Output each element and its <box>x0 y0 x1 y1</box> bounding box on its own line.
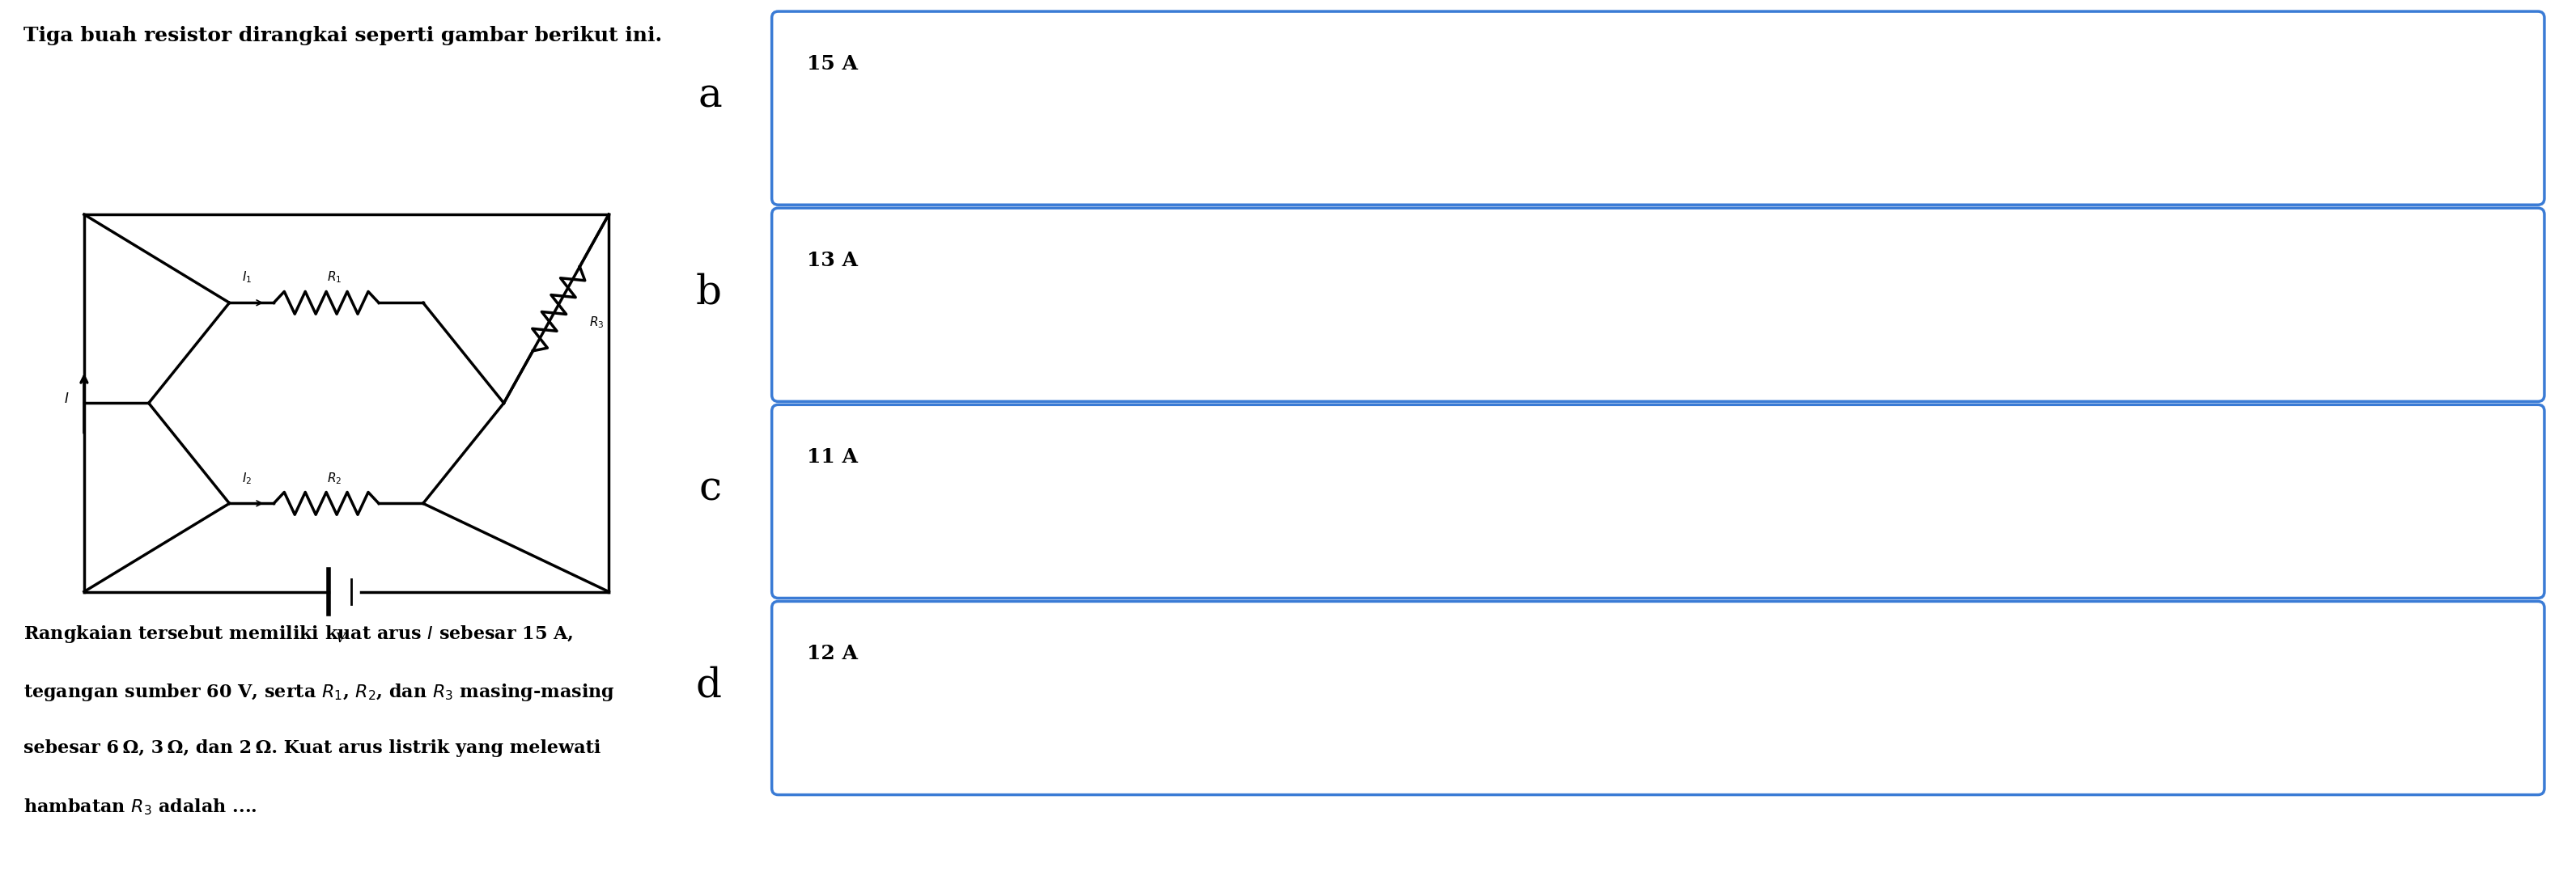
Text: $I_1$: $I_1$ <box>242 270 252 285</box>
Text: d: d <box>696 666 721 706</box>
Text: 11 A: 11 A <box>806 448 858 467</box>
Text: c: c <box>698 470 721 509</box>
FancyBboxPatch shape <box>773 601 2545 795</box>
Text: a: a <box>698 76 721 117</box>
Text: tegangan sumber 60 V, serta $R_1$, $R_2$, dan $R_3$ masing-masing: tegangan sumber 60 V, serta $R_1$, $R_2$… <box>23 682 616 703</box>
Text: $R_2$: $R_2$ <box>327 470 343 486</box>
Text: Tiga buah resistor dirangkai seperti gambar berikut ini.: Tiga buah resistor dirangkai seperti gam… <box>23 26 662 46</box>
Text: sebesar 6 Ω, 3 Ω, dan 2 Ω. Kuat arus listrik yang melewati: sebesar 6 Ω, 3 Ω, dan 2 Ω. Kuat arus lis… <box>23 739 600 757</box>
Text: $R_3$: $R_3$ <box>590 314 603 330</box>
Text: $I_2$: $I_2$ <box>242 470 252 486</box>
Text: hambatan $R_3$ adalah ....: hambatan $R_3$ adalah .... <box>23 797 258 817</box>
Text: Rangkaian tersebut memiliki kuat arus $I$ sebesar 15 A,: Rangkaian tersebut memiliki kuat arus $I… <box>23 624 574 645</box>
FancyBboxPatch shape <box>773 208 2545 401</box>
Text: 13 A: 13 A <box>806 251 858 270</box>
Text: V: V <box>335 632 345 646</box>
Text: $I$: $I$ <box>64 392 70 406</box>
Text: 12 A: 12 A <box>806 644 858 663</box>
Text: $R_1$: $R_1$ <box>327 270 343 285</box>
FancyBboxPatch shape <box>773 11 2545 205</box>
Text: b: b <box>696 272 721 313</box>
FancyBboxPatch shape <box>773 405 2545 598</box>
Text: 15 A: 15 A <box>806 54 858 74</box>
